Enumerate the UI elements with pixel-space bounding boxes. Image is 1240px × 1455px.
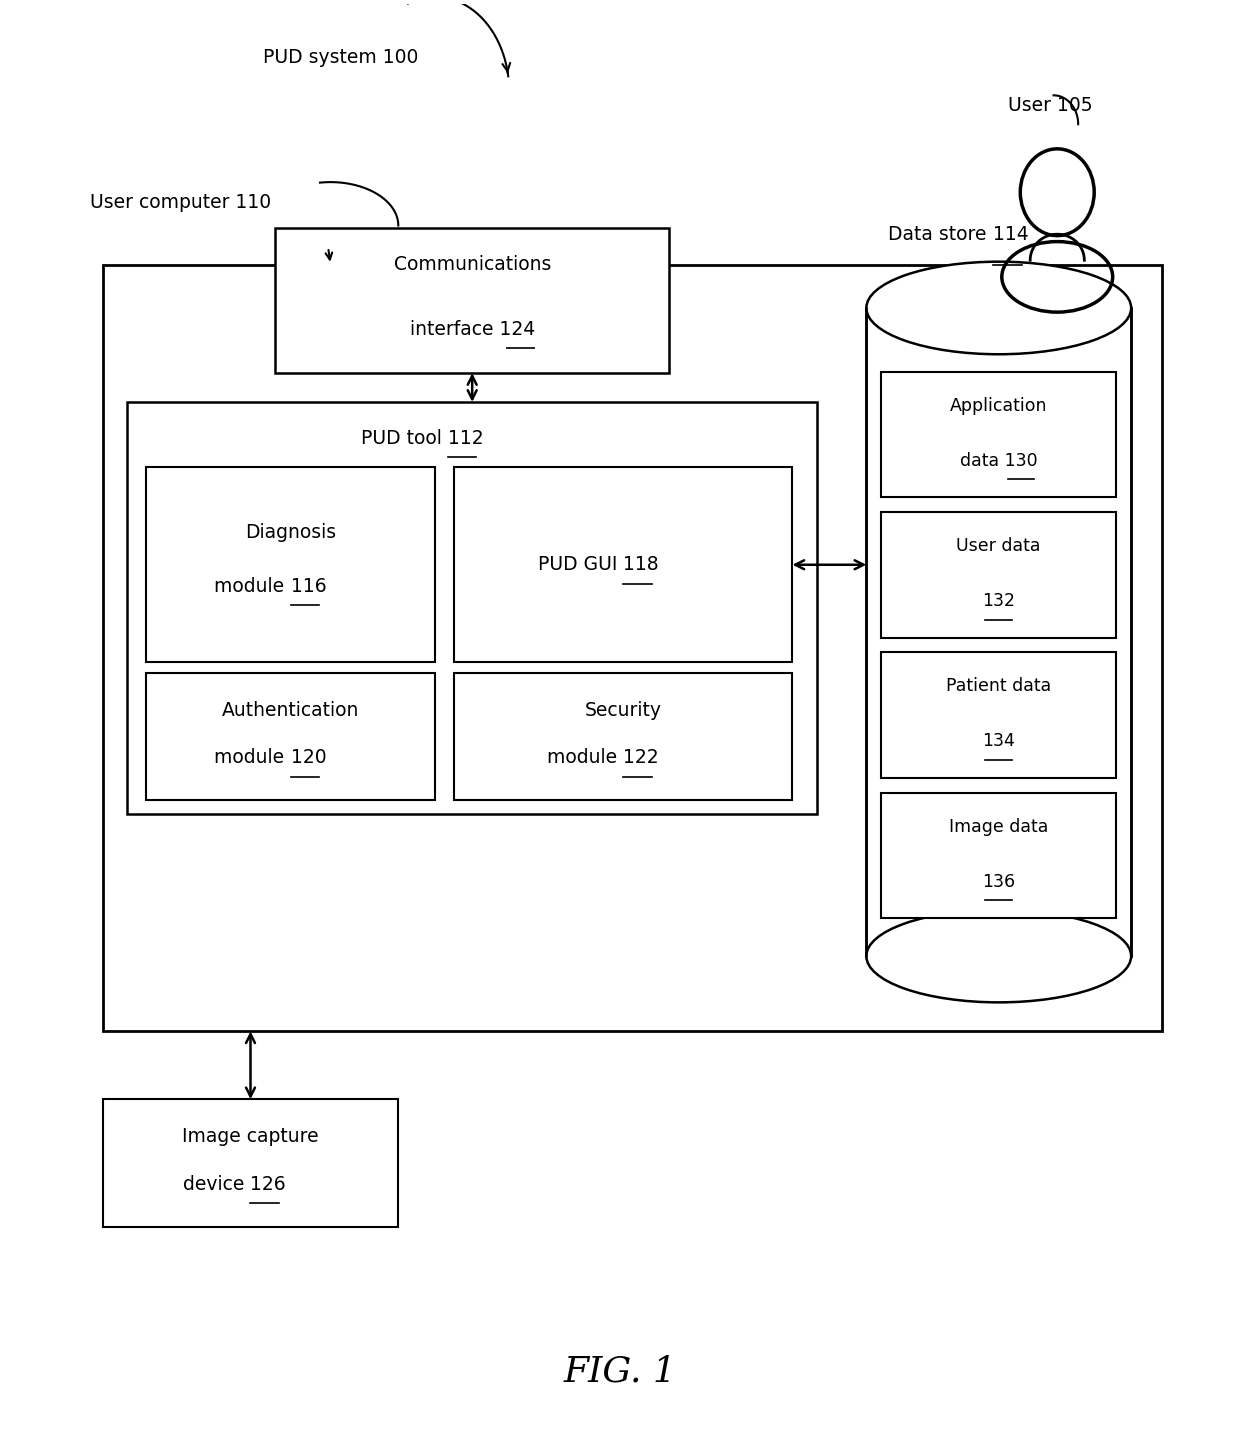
Text: Communications: Communications [393,255,551,274]
Polygon shape [867,308,1131,956]
Text: 136: 136 [982,873,1016,890]
Text: module: module [215,748,290,767]
Text: data 130: data 130 [960,451,1038,470]
Text: PUD system 100: PUD system 100 [263,48,418,67]
Text: PUD GUI: PUD GUI [538,556,622,575]
FancyBboxPatch shape [882,512,1116,637]
Text: 112: 112 [448,429,484,448]
Text: 120: 120 [290,748,326,767]
Text: 132: 132 [982,592,1016,610]
Text: User data: User data [956,537,1042,554]
Text: interface 124: interface 124 [409,320,534,339]
FancyBboxPatch shape [103,1100,398,1227]
FancyBboxPatch shape [454,672,792,800]
Text: Image capture: Image capture [182,1128,319,1147]
Ellipse shape [867,909,1131,1002]
Text: module: module [215,578,290,597]
FancyBboxPatch shape [882,371,1116,498]
Text: Image data: Image data [949,818,1049,835]
FancyBboxPatch shape [275,228,670,372]
Text: User computer 110: User computer 110 [91,194,272,212]
Text: 134: 134 [982,732,1016,751]
Text: Authentication: Authentication [222,701,360,720]
Text: 116: 116 [290,578,326,597]
FancyBboxPatch shape [146,672,435,800]
Text: device: device [184,1176,250,1195]
FancyBboxPatch shape [103,265,1162,1032]
Text: 114: 114 [992,226,1028,244]
Text: Security: Security [584,701,662,720]
Text: Application: Application [950,397,1048,415]
Text: module: module [547,748,622,767]
FancyBboxPatch shape [146,467,435,662]
FancyBboxPatch shape [882,793,1116,918]
Text: Diagnosis: Diagnosis [246,524,336,543]
Text: User 105: User 105 [1008,96,1092,115]
Text: PUD tool: PUD tool [361,429,448,448]
FancyBboxPatch shape [128,402,817,815]
Ellipse shape [867,262,1131,354]
Text: FIG. 1: FIG. 1 [563,1355,677,1388]
Text: Data store: Data store [888,226,992,244]
Text: 118: 118 [622,556,658,575]
FancyBboxPatch shape [882,652,1116,778]
Text: 126: 126 [250,1176,286,1195]
Text: Patient data: Patient data [946,677,1052,695]
FancyBboxPatch shape [454,467,792,662]
Text: 122: 122 [622,748,658,767]
